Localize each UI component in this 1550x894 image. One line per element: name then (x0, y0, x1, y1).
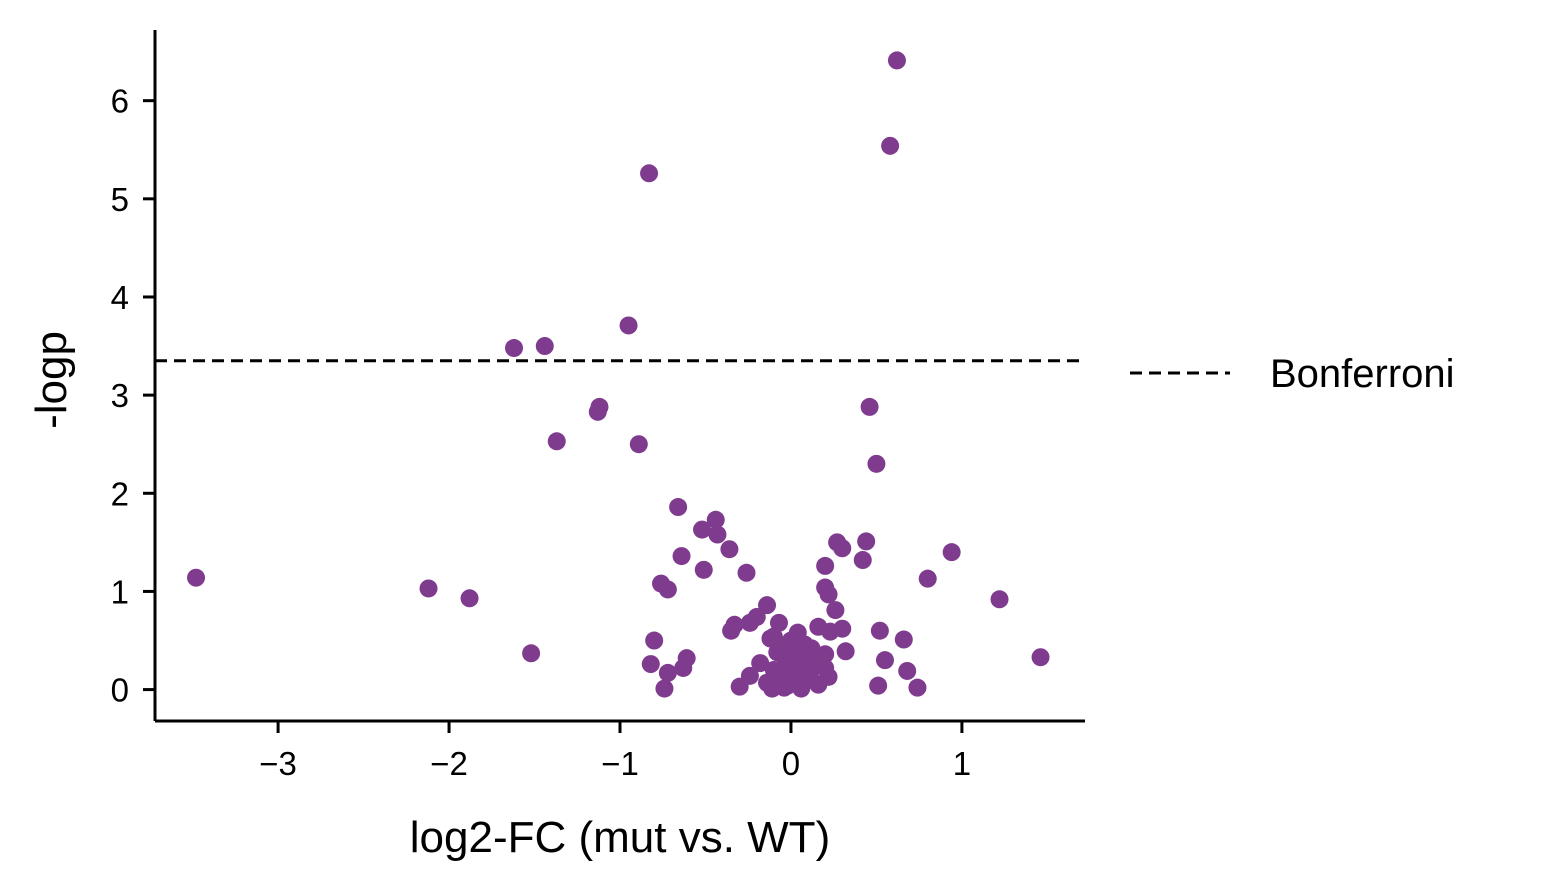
y-tick-label: 5 (111, 181, 129, 218)
data-point (706, 510, 725, 529)
data-points (187, 51, 1050, 698)
data-point (769, 613, 788, 632)
x-axis-title: log2-FC (mut vs. WT) (410, 813, 830, 862)
data-point (836, 642, 855, 661)
data-point (658, 663, 677, 682)
data-point (641, 655, 660, 674)
data-point (505, 339, 524, 358)
data-point (460, 589, 479, 608)
data-point (694, 560, 713, 579)
data-point (870, 621, 889, 640)
data-point (722, 621, 741, 640)
data-point (640, 164, 659, 183)
data-point (535, 337, 554, 356)
data-point (918, 569, 937, 588)
x-tick-label: −3 (259, 745, 297, 782)
x-tick-label: 0 (782, 745, 800, 782)
data-point (867, 454, 886, 473)
data-point (419, 579, 438, 598)
data-point (792, 679, 811, 698)
data-point (588, 402, 607, 421)
data-point (869, 676, 888, 695)
data-point (990, 590, 1009, 609)
data-point (693, 520, 712, 539)
y-tick-label: 6 (111, 83, 129, 120)
data-point (887, 51, 906, 70)
data-point (629, 435, 648, 454)
data-point (522, 644, 541, 663)
data-point (816, 645, 835, 664)
data-point (187, 568, 206, 587)
data-point (758, 596, 777, 615)
y-axis-title: -logp (27, 331, 76, 429)
data-point (775, 678, 794, 697)
data-point (547, 432, 566, 451)
y-tick-label: 0 (111, 672, 129, 709)
legend: Bonferroni (1130, 352, 1455, 396)
legend-label-bonferroni: Bonferroni (1270, 352, 1455, 396)
data-point (669, 498, 688, 517)
data-point (898, 661, 917, 680)
y-tick-label: 3 (111, 377, 129, 414)
data-point (672, 547, 691, 566)
data-point (881, 136, 900, 155)
data-point (826, 601, 845, 620)
x-tick-label: −1 (601, 745, 639, 782)
x-tick-label: 1 (953, 745, 971, 782)
data-point (853, 551, 872, 570)
data-point (833, 539, 852, 558)
data-point (740, 613, 759, 632)
data-point (860, 397, 879, 416)
x-axis-ticks: −3 −2 −1 0 1 (259, 721, 971, 782)
data-point (894, 630, 913, 649)
data-point (720, 540, 739, 559)
data-point (737, 563, 756, 582)
data-point (819, 585, 838, 604)
data-point (821, 622, 840, 641)
data-point (645, 631, 664, 650)
data-point (908, 678, 927, 697)
data-point (816, 556, 835, 575)
data-point (619, 316, 638, 335)
data-point (655, 679, 674, 698)
y-tick-label: 4 (111, 279, 129, 316)
data-point (809, 675, 828, 694)
data-point (751, 654, 770, 673)
data-point (942, 543, 961, 562)
data-point (730, 677, 749, 696)
y-axis-ticks: 0 1 2 3 4 5 6 (111, 83, 155, 709)
data-point (708, 525, 727, 544)
data-point (1031, 648, 1050, 667)
data-point (658, 580, 677, 599)
y-tick-label: 1 (111, 573, 129, 610)
data-point (857, 532, 876, 551)
y-tick-label: 2 (111, 475, 129, 512)
data-point (674, 658, 693, 677)
x-tick-label: −2 (430, 745, 468, 782)
data-point (875, 651, 894, 670)
